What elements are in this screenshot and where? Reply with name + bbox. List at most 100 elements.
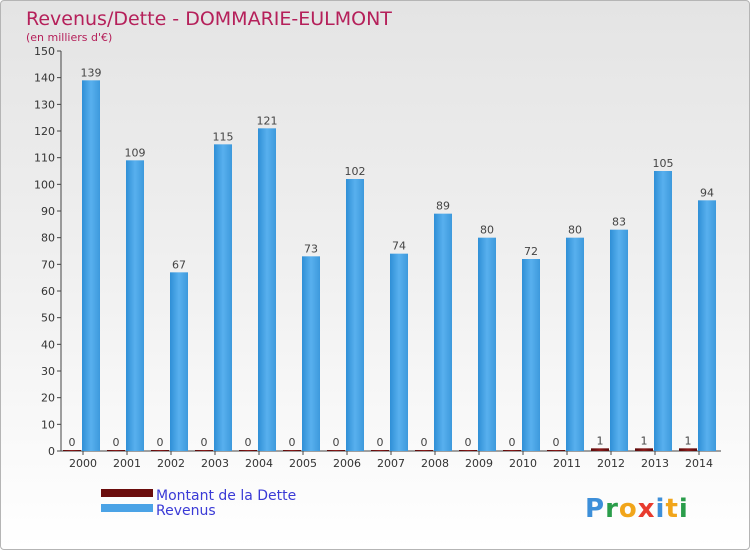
- data-label-revenus-2010: 72: [524, 245, 538, 258]
- bar-debt-2013: [635, 448, 653, 451]
- logo-letter-t: t: [665, 494, 678, 524]
- data-labels-group: 0 139 0 109 0 67 0 115 0 121 0 73 0 102 0 74 0 89 0 80 0 72 0 8…: [69, 66, 715, 449]
- bar-debt-2006: [327, 450, 345, 451]
- logo-letter-x: x: [638, 494, 656, 524]
- legend: Montant de la Dette Revenus: [101, 488, 296, 519]
- bar-debt-2014: [679, 448, 697, 451]
- bar-revenus-2011: [566, 237, 584, 451]
- data-label-revenus-2014: 94: [700, 186, 714, 199]
- data-label-debt-2000: 0: [69, 436, 76, 449]
- y-tick-label: 50: [41, 312, 55, 325]
- y-tick-label: 100: [34, 178, 55, 191]
- bar-debt-2010: [503, 450, 521, 451]
- bar-debt-2000: [63, 450, 81, 451]
- y-tick-label: 30: [41, 365, 55, 378]
- data-label-debt-2003: 0: [201, 436, 208, 449]
- chart-title: Revenus/Dette - DOMMARIE-EULMONT: [26, 8, 392, 30]
- svg-text:Proxiti: Proxiti: [585, 494, 689, 524]
- bar-revenus-2012: [610, 229, 628, 451]
- data-label-revenus-2003: 115: [213, 130, 234, 143]
- y-tick-label: 130: [34, 98, 55, 111]
- x-tick-label: 2002: [157, 457, 185, 470]
- bar-debt-2008: [415, 450, 433, 451]
- data-label-revenus-2013: 105: [653, 157, 674, 170]
- bar-debt-2007: [371, 450, 389, 451]
- x-tick-label: 2004: [245, 457, 273, 470]
- data-label-debt-2012: 1: [597, 434, 604, 447]
- bar-revenus-2002: [170, 272, 188, 451]
- legend-label-revenus: Revenus: [156, 503, 216, 519]
- x-tick-label: 2010: [509, 457, 537, 470]
- bar-revenus-2007: [390, 253, 408, 451]
- y-tick-label: 60: [41, 285, 55, 298]
- data-label-revenus-2004: 121: [257, 114, 278, 127]
- data-label-debt-2010: 0: [509, 436, 516, 449]
- bar-debt-2012: [591, 448, 609, 451]
- data-label-debt-2008: 0: [421, 436, 428, 449]
- bar-debt-2005: [283, 450, 301, 451]
- y-tick-label: 70: [41, 258, 55, 271]
- x-tick-label: 2014: [685, 457, 713, 470]
- y-tick-label: 150: [34, 45, 55, 58]
- data-label-debt-2009: 0: [465, 436, 472, 449]
- y-tick-label: 120: [34, 125, 55, 138]
- data-label-revenus-2005: 73: [304, 242, 318, 255]
- bar-revenus-2010: [522, 259, 540, 451]
- logo-letter-p: P: [585, 494, 605, 524]
- data-label-revenus-2007: 74: [392, 240, 406, 253]
- y-tick-label: 0: [48, 445, 55, 458]
- data-label-debt-2011: 0: [553, 436, 560, 449]
- bar-debt-2004: [239, 450, 257, 451]
- x-tick-label: 2007: [377, 457, 405, 470]
- y-tick-label: 80: [41, 232, 55, 245]
- bar-revenus-2000: [82, 80, 100, 451]
- chart-subtitle: (en milliers d'€): [26, 31, 112, 44]
- data-label-revenus-2006: 102: [345, 165, 366, 178]
- bar-revenus-2001: [126, 160, 144, 452]
- y-tick-label: 40: [41, 338, 55, 351]
- bar-debt-2003: [195, 450, 213, 451]
- legend-label-debt: Montant de la Dette: [156, 488, 296, 504]
- y-tick-label: 20: [41, 392, 55, 405]
- data-label-debt-2001: 0: [113, 436, 120, 449]
- x-tick-label: 2012: [597, 457, 625, 470]
- data-label-debt-2005: 0: [289, 436, 296, 449]
- data-label-revenus-2009: 80: [480, 224, 494, 237]
- bar-revenus-2008: [434, 213, 452, 451]
- x-tick-label: 2000: [69, 457, 97, 470]
- data-label-debt-2013: 1: [641, 434, 648, 447]
- data-label-debt-2014: 1: [685, 434, 692, 447]
- y-tick-label: 110: [34, 152, 55, 165]
- x-tick-label: 2009: [465, 457, 493, 470]
- data-label-revenus-2011: 80: [568, 224, 582, 237]
- data-label-revenus-2008: 89: [436, 200, 450, 213]
- y-tick-label: 140: [34, 72, 55, 85]
- x-tick-label: 2008: [421, 457, 449, 470]
- logo-letter-i2: i: [679, 494, 689, 524]
- bar-debt-2001: [107, 450, 125, 451]
- x-tick-label: 2006: [333, 457, 361, 470]
- legend-swatch-revenus: [101, 504, 153, 512]
- logo-letter-i1: i: [656, 494, 666, 524]
- bars-group: [63, 80, 716, 452]
- proxiti-logo: Proxiti: [585, 494, 689, 524]
- data-label-debt-2004: 0: [245, 436, 252, 449]
- data-label-debt-2002: 0: [157, 436, 164, 449]
- bar-revenus-2006: [346, 179, 364, 451]
- x-tick-label: 2001: [113, 457, 141, 470]
- y-axis-ticks: 0 10 20 30 40 50 60 70 80 90 100 110 120 130 140 150: [34, 45, 61, 458]
- data-label-debt-2006: 0: [333, 436, 340, 449]
- x-tick-label: 2013: [641, 457, 669, 470]
- x-tick-label: 2003: [201, 457, 229, 470]
- legend-swatch-debt: [101, 489, 153, 497]
- bar-debt-2002: [151, 450, 169, 451]
- y-tick-label: 90: [41, 205, 55, 218]
- bar-debt-2009: [459, 450, 477, 451]
- logo-letter-r: r: [605, 494, 619, 524]
- bar-revenus-2004: [258, 128, 276, 451]
- x-axis-ticks: 2000 2001 2002 2003 2004 2005 2006 2007 2008 2009…: [69, 451, 713, 470]
- data-label-debt-2007: 0: [377, 436, 384, 449]
- bar-revenus-2009: [478, 237, 496, 451]
